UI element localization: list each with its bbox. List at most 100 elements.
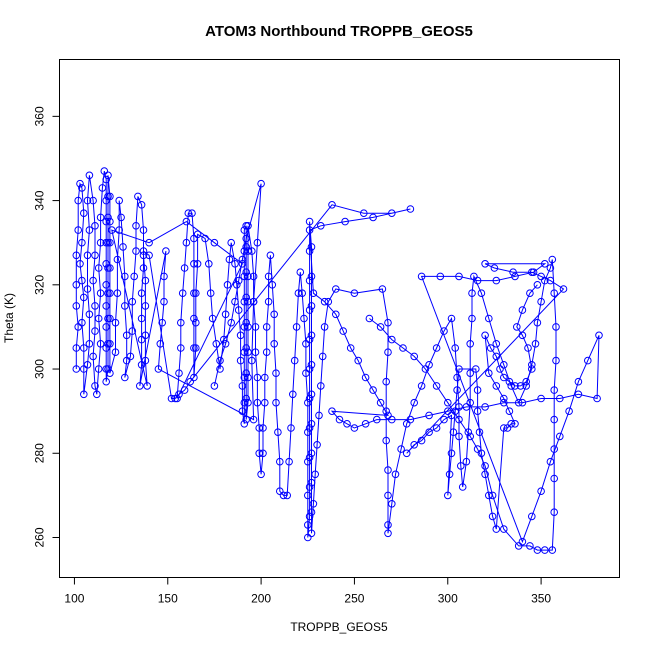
data-point — [533, 318, 542, 327]
data-point — [139, 226, 148, 234]
data-point — [518, 306, 527, 314]
y-tick-label: 280 — [33, 443, 47, 463]
data-point — [457, 462, 465, 470]
data-point — [369, 213, 377, 222]
data-point — [511, 420, 519, 428]
data-point — [160, 272, 168, 281]
data-point — [85, 226, 94, 234]
data-point — [160, 297, 168, 306]
data-point — [104, 314, 112, 323]
data-point — [307, 478, 316, 487]
data-point — [227, 318, 235, 327]
data-point — [500, 394, 508, 403]
data-point — [80, 209, 88, 217]
data-point — [244, 297, 252, 306]
data-point — [453, 386, 461, 394]
data-point — [455, 432, 463, 441]
data-point — [477, 449, 486, 458]
data-point — [298, 289, 307, 298]
data-point — [541, 260, 549, 268]
data-point — [565, 407, 573, 416]
data-point — [292, 323, 301, 331]
data-point — [240, 398, 249, 407]
data-point — [261, 373, 269, 382]
data-point — [236, 331, 245, 340]
data-point — [468, 289, 476, 298]
data-point — [279, 491, 288, 500]
data-point — [242, 293, 250, 302]
data-point — [192, 344, 200, 352]
data-point — [85, 340, 94, 348]
data-point — [134, 192, 142, 201]
data-point — [244, 373, 252, 382]
y-axis-label: Theta (K) — [2, 293, 16, 343]
data-point — [80, 390, 88, 399]
data-point — [447, 411, 456, 420]
data-point — [285, 457, 293, 466]
data-point — [388, 500, 396, 508]
data-point — [436, 272, 445, 281]
data-point — [154, 365, 163, 373]
data-point — [473, 276, 482, 285]
data-point — [391, 470, 400, 479]
data-point — [106, 340, 114, 348]
data-point — [335, 415, 344, 424]
data-point — [171, 394, 179, 403]
data-point — [410, 398, 419, 407]
data-point — [175, 390, 183, 399]
data-point — [307, 302, 316, 310]
data-point — [511, 272, 519, 281]
data-point — [253, 238, 262, 247]
x-tick-label: 150 — [158, 592, 178, 606]
data-point — [236, 356, 245, 365]
data-point — [406, 205, 415, 213]
data-point — [240, 226, 249, 234]
data-point — [466, 398, 475, 407]
data-point — [276, 457, 284, 466]
data-point — [485, 314, 493, 323]
data-point — [104, 365, 112, 373]
data-point — [208, 314, 217, 323]
data-point — [384, 348, 392, 357]
data-point — [513, 323, 521, 331]
data-point — [541, 546, 549, 554]
data-point — [76, 260, 84, 268]
data-point — [85, 310, 94, 319]
data-point — [177, 318, 185, 327]
data-point — [128, 297, 137, 306]
data-point — [307, 331, 316, 340]
data-point — [455, 415, 463, 424]
data-point — [74, 196, 82, 205]
data-point — [302, 340, 310, 348]
data-point — [305, 453, 314, 462]
data-point — [492, 340, 501, 348]
data-point — [397, 445, 405, 453]
data-point — [205, 260, 213, 268]
x-tick-label: 300 — [438, 592, 458, 606]
data-point — [83, 196, 92, 205]
data-point — [550, 474, 559, 483]
data-point — [473, 386, 482, 394]
data-point — [595, 331, 603, 340]
data-point — [304, 491, 312, 500]
data-point — [244, 272, 252, 281]
data-point — [104, 264, 112, 272]
data-point — [432, 424, 441, 432]
data-point — [251, 323, 260, 331]
data-point — [249, 415, 258, 424]
data-point — [106, 192, 114, 201]
data-point — [190, 373, 198, 382]
data-point — [382, 377, 391, 386]
data-point — [509, 268, 517, 277]
y-axis: 260 280 300 320 340 360 — [33, 106, 60, 548]
data-point — [158, 318, 166, 327]
data-point — [274, 428, 282, 437]
data-point — [180, 264, 189, 272]
data-point — [186, 377, 194, 386]
data-point — [72, 302, 81, 310]
data-point — [305, 247, 314, 255]
data-point — [257, 470, 265, 479]
data-point — [74, 226, 82, 234]
data-point — [378, 285, 387, 293]
